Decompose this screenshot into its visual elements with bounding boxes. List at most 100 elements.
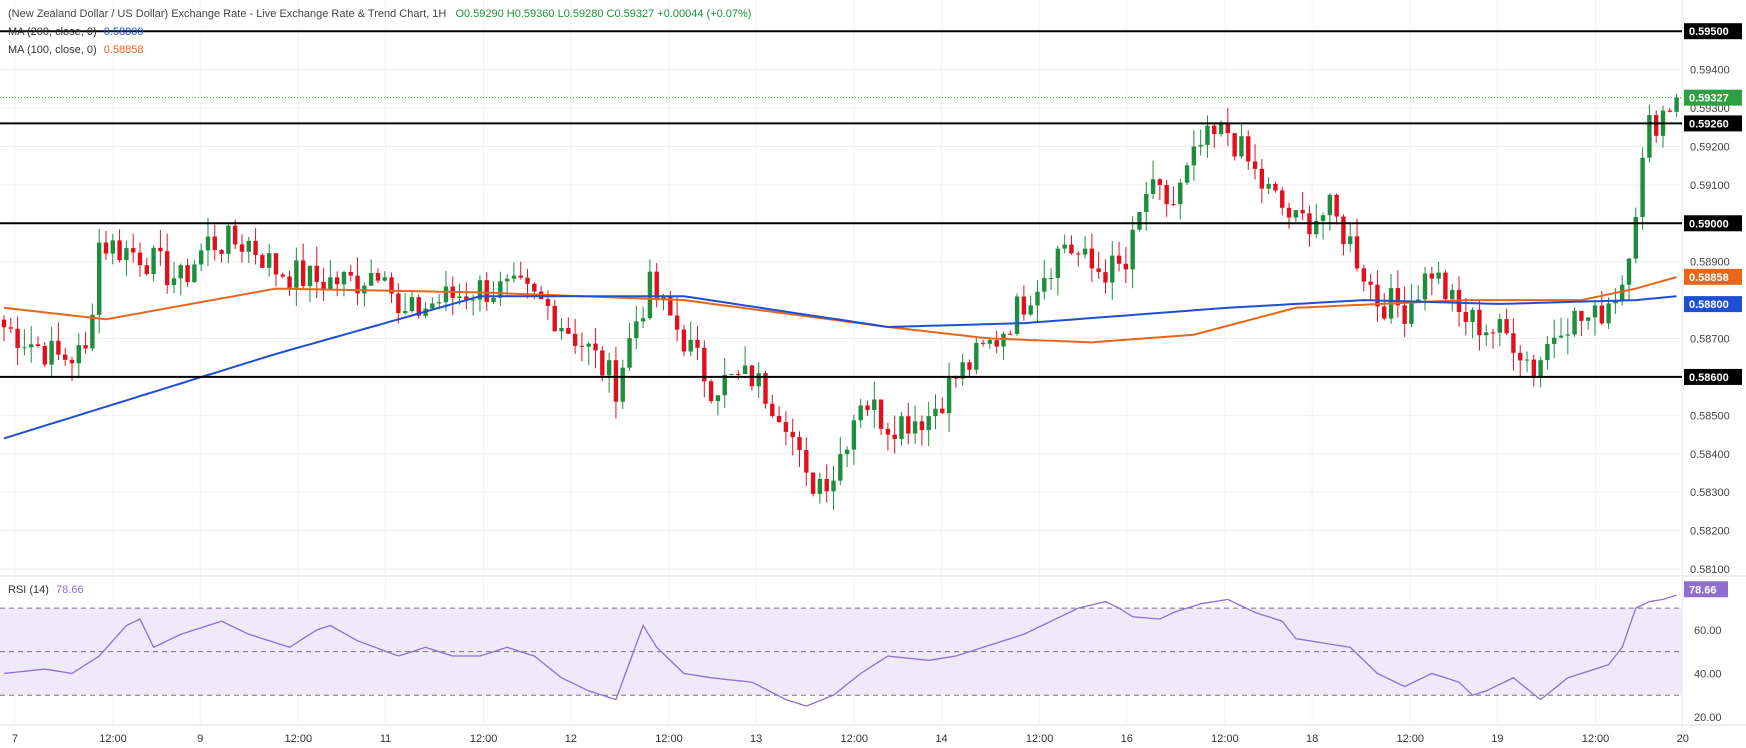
time-tick-label: 9 (197, 733, 203, 745)
ma100-value: 0.58858 (103, 44, 144, 56)
bullish-candle (1055, 248, 1061, 278)
bullish-candle (647, 271, 653, 319)
bullish-candle (1545, 343, 1550, 361)
level-label-box (1684, 23, 1742, 40)
bullish-candle (382, 277, 387, 281)
bearish-candle (300, 260, 306, 287)
bullish-candle (1613, 300, 1618, 304)
bullish-candle (1422, 273, 1428, 300)
bullish-candle (1178, 182, 1183, 205)
last-price-box (1684, 89, 1742, 106)
time-tick-label: 14 (935, 733, 947, 745)
bearish-candle (763, 373, 768, 404)
bearish-candle (1354, 236, 1360, 269)
bearish-candle (532, 283, 537, 292)
time-tick-label: 12:00 (470, 733, 498, 745)
rsi-label: RSI (14) (8, 584, 49, 596)
bullish-candle (606, 360, 612, 376)
bullish-candle (198, 250, 204, 265)
bullish-candle (28, 344, 34, 348)
bullish-candle (946, 377, 952, 414)
bearish-candle (15, 328, 20, 348)
bearish-candle (1212, 125, 1217, 135)
bearish-candle (919, 421, 925, 431)
level-label-box (1684, 215, 1742, 232)
bearish-candle (1300, 210, 1305, 214)
bullish-candle (22, 347, 27, 349)
price-tick-label: 0.58500 (1690, 410, 1730, 422)
bullish-candle (586, 343, 591, 347)
bullish-candle (1130, 229, 1135, 270)
bearish-candle (416, 297, 421, 316)
bullish-candle (817, 478, 823, 494)
time-tick-label: 12:00 (99, 733, 127, 745)
time-tick-label: 12:00 (1582, 733, 1610, 745)
bearish-candle (334, 277, 340, 285)
bullish-candle (90, 314, 95, 349)
bullish-candle (1110, 255, 1115, 283)
price-tick-label: 0.59200 (1690, 141, 1730, 153)
bearish-candle (1654, 115, 1659, 136)
level-label-box (1684, 115, 1742, 132)
bearish-candle (1286, 207, 1292, 218)
ma-value-label: 0.58858 (1689, 272, 1729, 284)
bearish-candle (117, 240, 122, 261)
bearish-candle (1273, 183, 1278, 191)
bearish-candle (783, 422, 789, 432)
bullish-candle (192, 264, 197, 283)
ma200-legend[interactable]: MA (200, close, 0) 0.58800 (8, 26, 143, 38)
bullish-candle (1538, 360, 1543, 378)
bearish-candle (287, 276, 292, 288)
bearish-candle (1395, 288, 1401, 306)
bullish-candle (1082, 248, 1088, 255)
bullish-candle (742, 365, 748, 374)
bullish-candle (1014, 296, 1020, 334)
ma100-legend[interactable]: MA (100, close, 0) 0.58858 (8, 44, 143, 56)
bearish-candle (1361, 268, 1367, 282)
bullish-candle (1205, 125, 1210, 145)
bullish-candle (341, 271, 347, 285)
bullish-candle (1218, 123, 1224, 135)
bullish-candle (409, 297, 415, 312)
bearish-candle (545, 299, 551, 306)
bearish-candle (878, 399, 884, 429)
bearish-candle (695, 339, 700, 348)
bearish-candle (994, 340, 999, 347)
time-tick-label: 12:00 (1026, 733, 1054, 745)
bearish-candle (1, 319, 7, 328)
bullish-candle (1042, 278, 1047, 292)
bearish-candle (790, 431, 795, 438)
bearish-candle (708, 381, 714, 402)
bearish-candle (892, 434, 897, 440)
bearish-candle (83, 345, 88, 349)
bullish-candle (178, 265, 183, 279)
bearish-candle (572, 333, 578, 346)
bearish-candle (42, 345, 47, 365)
bearish-candle (69, 359, 75, 364)
bearish-candle (355, 275, 360, 294)
bullish-candle (1028, 305, 1033, 315)
bullish-candle (49, 340, 54, 365)
bullish-candle (1606, 303, 1611, 324)
bearish-candle (702, 347, 707, 382)
ma-value-box (1684, 268, 1742, 285)
rsi-legend[interactable]: RSI (14) 78.66 (8, 584, 84, 596)
bullish-candle (307, 265, 313, 287)
bullish-candle (756, 373, 761, 387)
bearish-candle (273, 253, 279, 275)
bearish-candle (579, 345, 585, 347)
bearish-candle (1252, 161, 1258, 169)
bearish-candle (1504, 319, 1509, 334)
bullish-candle (987, 340, 993, 344)
chart-title: (New Zealand Dollar / US Dollar) Exchang… (8, 8, 751, 20)
bullish-candle (627, 338, 632, 368)
bullish-candle (328, 277, 333, 291)
bearish-candle (232, 225, 238, 245)
time-tick-label: 12 (565, 733, 577, 745)
bullish-candle (1320, 215, 1326, 221)
bearish-candle (518, 275, 523, 278)
bullish-candle (858, 405, 863, 421)
bullish-candle (504, 278, 510, 282)
bearish-candle (865, 405, 870, 410)
